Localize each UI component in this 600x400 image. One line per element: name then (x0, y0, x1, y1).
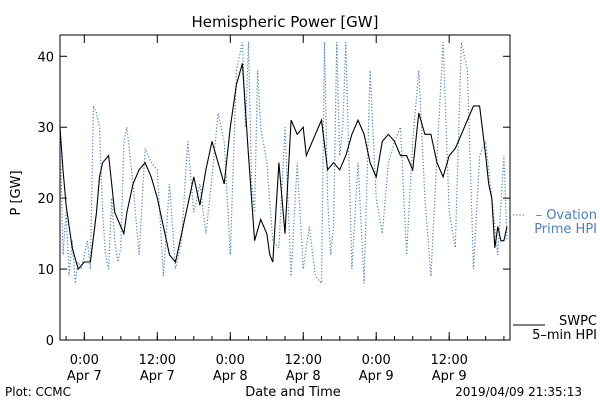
legend-label-swpc: SWPC (559, 314, 597, 329)
x-tick-label-date: Apr 8 (286, 369, 321, 384)
legend-label-ovation: Prime HPI (534, 222, 597, 237)
plot-credit: Plot: CCMC (5, 385, 71, 399)
y-tick-label: 10 (37, 263, 54, 278)
x-axis-label: Date and Time (245, 385, 341, 400)
x-tick-label-time: 12:00 (139, 353, 176, 368)
plot-frame (59, 34, 511, 341)
x-tick-label-date: Apr 7 (140, 369, 175, 384)
y-tick-label: 0 (46, 334, 54, 349)
y-tick-label: 40 (37, 50, 54, 65)
x-tick-label-date: Apr 8 (213, 369, 248, 384)
plot-timestamp: 2019/04/09 21:35:13 (455, 385, 582, 399)
legend-label-swpc: 5–min HPI (532, 328, 597, 343)
x-tick-label-time: 0:00 (70, 353, 99, 368)
legend-label-ovation: – Ovation (536, 208, 597, 223)
x-tick-label-date: Apr 7 (67, 369, 102, 384)
x-tick-label-time: 12:00 (285, 353, 322, 368)
x-tick-label-date: Apr 9 (359, 369, 394, 384)
y-axis-label: P [GW] (9, 170, 24, 215)
y-tick-label: 20 (37, 192, 54, 207)
x-tick-label-time: 0:00 (362, 353, 391, 368)
x-tick-label-date: Apr 9 (432, 369, 467, 384)
x-tick-label-time: 12:00 (430, 353, 467, 368)
series-line-swpc (59, 63, 508, 271)
series-line-ovation (59, 41, 508, 285)
y-tick-label: 30 (37, 121, 54, 136)
x-tick-label-time: 0:00 (216, 353, 245, 368)
chart-title: Hemispheric Power [GW] (192, 13, 379, 31)
